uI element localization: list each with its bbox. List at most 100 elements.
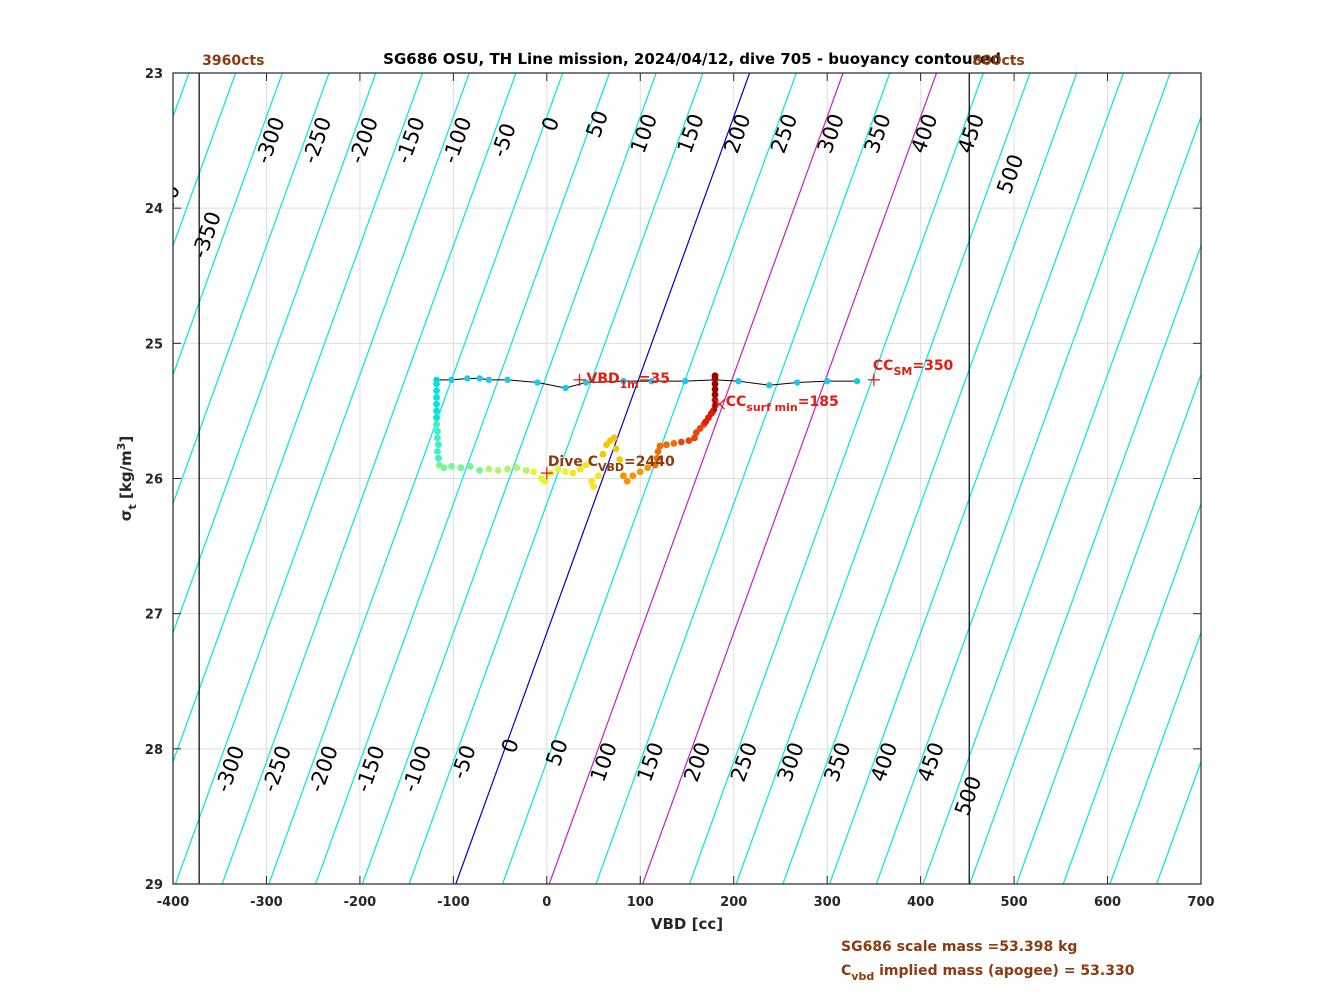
dive-point	[541, 477, 549, 485]
buoyancy-contour-line	[688, 73, 984, 884]
y-tick-label: 24	[145, 202, 163, 217]
climb-point	[794, 379, 801, 386]
dive-point	[590, 483, 597, 491]
cc-surf-min-label-prefix: CC	[726, 394, 747, 410]
dive-cvbd-label-prefix: Dive C	[548, 454, 598, 470]
chart-title: SG686 OSU, TH Line mission, 2024/04/12, …	[383, 50, 1001, 68]
climb-point	[766, 382, 773, 389]
x-tick-label: 0	[542, 895, 551, 910]
vbd-min-count-label: 3960cts	[202, 53, 264, 69]
climb-point	[620, 377, 627, 385]
dive-point	[466, 462, 474, 470]
tick-marks: -400 -300 -200 -100 0 100 200 300 400 500 600 700 23…	[145, 67, 1215, 910]
dive-cvbd-marker	[540, 467, 553, 480]
x-tick-label: -100	[437, 895, 470, 910]
climb-point	[648, 377, 655, 385]
dive-point	[433, 414, 440, 422]
buoyancy-contour-line	[408, 73, 704, 884]
cc-surf-min-x2	[714, 398, 726, 410]
buoyancy-contour-line	[548, 73, 844, 884]
buoyancy-contour-line	[1062, 502, 1201, 884]
dive-point	[476, 466, 483, 474]
dive-point	[433, 407, 440, 415]
x-tick-label: 500	[1001, 895, 1028, 910]
dive-point	[435, 441, 442, 449]
dive-point	[594, 472, 602, 480]
vbd-1m-label-suffix: =35	[639, 371, 670, 387]
cc-surf-min-marker	[714, 398, 726, 410]
dive-point	[616, 456, 624, 463]
dive-point	[623, 477, 631, 485]
climb-point	[534, 379, 541, 386]
vbd-1m-label-prefix: VBD	[587, 371, 620, 387]
buoyancy-contour-line	[173, 73, 237, 248]
climb-point	[823, 377, 831, 385]
buoyancy-contour-line	[829, 73, 1124, 884]
dive-cvbd-label: Dive CVBD=2440	[548, 454, 675, 474]
dive-point	[504, 465, 511, 473]
vbd-max-count-label: 800cts	[972, 53, 1025, 69]
y-tick-label: 27	[145, 608, 163, 623]
dive-point	[433, 421, 440, 428]
dive-point	[513, 464, 521, 472]
climb-point	[681, 377, 689, 385]
buoyancy-contour-line	[455, 73, 751, 884]
dive-point	[663, 441, 670, 449]
dive-point	[448, 462, 455, 470]
buoyancy-contour-line	[173, 73, 377, 635]
dive-point	[530, 468, 538, 476]
climb-point	[485, 376, 493, 384]
dive-point	[554, 465, 562, 473]
footer-implied-sub: vbd	[851, 970, 874, 983]
buoyancy-contour-line	[221, 73, 517, 884]
cc-surf-min-label: CCsurf min=185	[726, 394, 839, 414]
vbd-1m-label-sub: 1m	[620, 378, 639, 391]
buoyancy-contour-line	[173, 73, 283, 377]
buoyancy-contour-line	[595, 73, 891, 884]
dive-point	[644, 464, 652, 472]
climb-point	[853, 377, 861, 385]
buoyancy-contour-line	[875, 73, 1171, 884]
x-tick-label: 100	[627, 895, 654, 910]
footer-scale-mass: SG686 scale mass =53.398 kg	[841, 939, 1077, 955]
y-axis-label-rest: [kg/m	[117, 450, 135, 504]
y-tick-label: 29	[145, 878, 163, 893]
footer-implied-mass: Cvbd implied mass (apogee) = 53.330	[841, 963, 1135, 983]
x-tick-label: 700	[1187, 895, 1214, 910]
buoyancy-contour-line	[268, 73, 564, 884]
climb-point	[582, 379, 590, 386]
y-tick-label: 28	[145, 743, 163, 758]
dive-point	[433, 387, 440, 395]
footer-implied-prefix: C	[841, 963, 851, 979]
dive-point	[440, 464, 448, 472]
buoyancy-contour-line	[361, 73, 657, 884]
y-axis-label-end: ]	[117, 436, 135, 443]
buoyancy-contour-line	[174, 73, 470, 884]
dive-point	[651, 461, 659, 469]
climb-point	[504, 376, 511, 384]
dive-point	[433, 380, 440, 388]
dive-cvbd-label-sub: VBD	[598, 461, 624, 474]
cc-surf-min-label-sub: surf min	[746, 401, 797, 414]
dive-point	[494, 466, 502, 474]
x-tick-label: -400	[157, 895, 190, 910]
cc-sm-label-suffix: =350	[912, 358, 953, 374]
x-tick-label: -200	[344, 895, 377, 910]
dive-point	[562, 468, 569, 476]
vbd-1m-marker	[573, 373, 586, 386]
x-tick-label: 200	[720, 895, 747, 910]
dive-point	[433, 394, 440, 401]
dive-point	[656, 442, 664, 450]
climb-point	[476, 375, 483, 382]
buoyancy-contour-line	[1297, 73, 1328, 884]
buoyancy-contour-line	[315, 73, 610, 884]
dive-point	[433, 400, 440, 408]
buoyancy-contour-line	[922, 115, 1201, 884]
dive-point	[569, 469, 577, 477]
buoyancy-contour-line	[173, 73, 330, 506]
x-tick-label: 300	[814, 895, 841, 910]
dive-point	[577, 465, 584, 473]
y-axis-label-main: σ	[117, 510, 135, 522]
